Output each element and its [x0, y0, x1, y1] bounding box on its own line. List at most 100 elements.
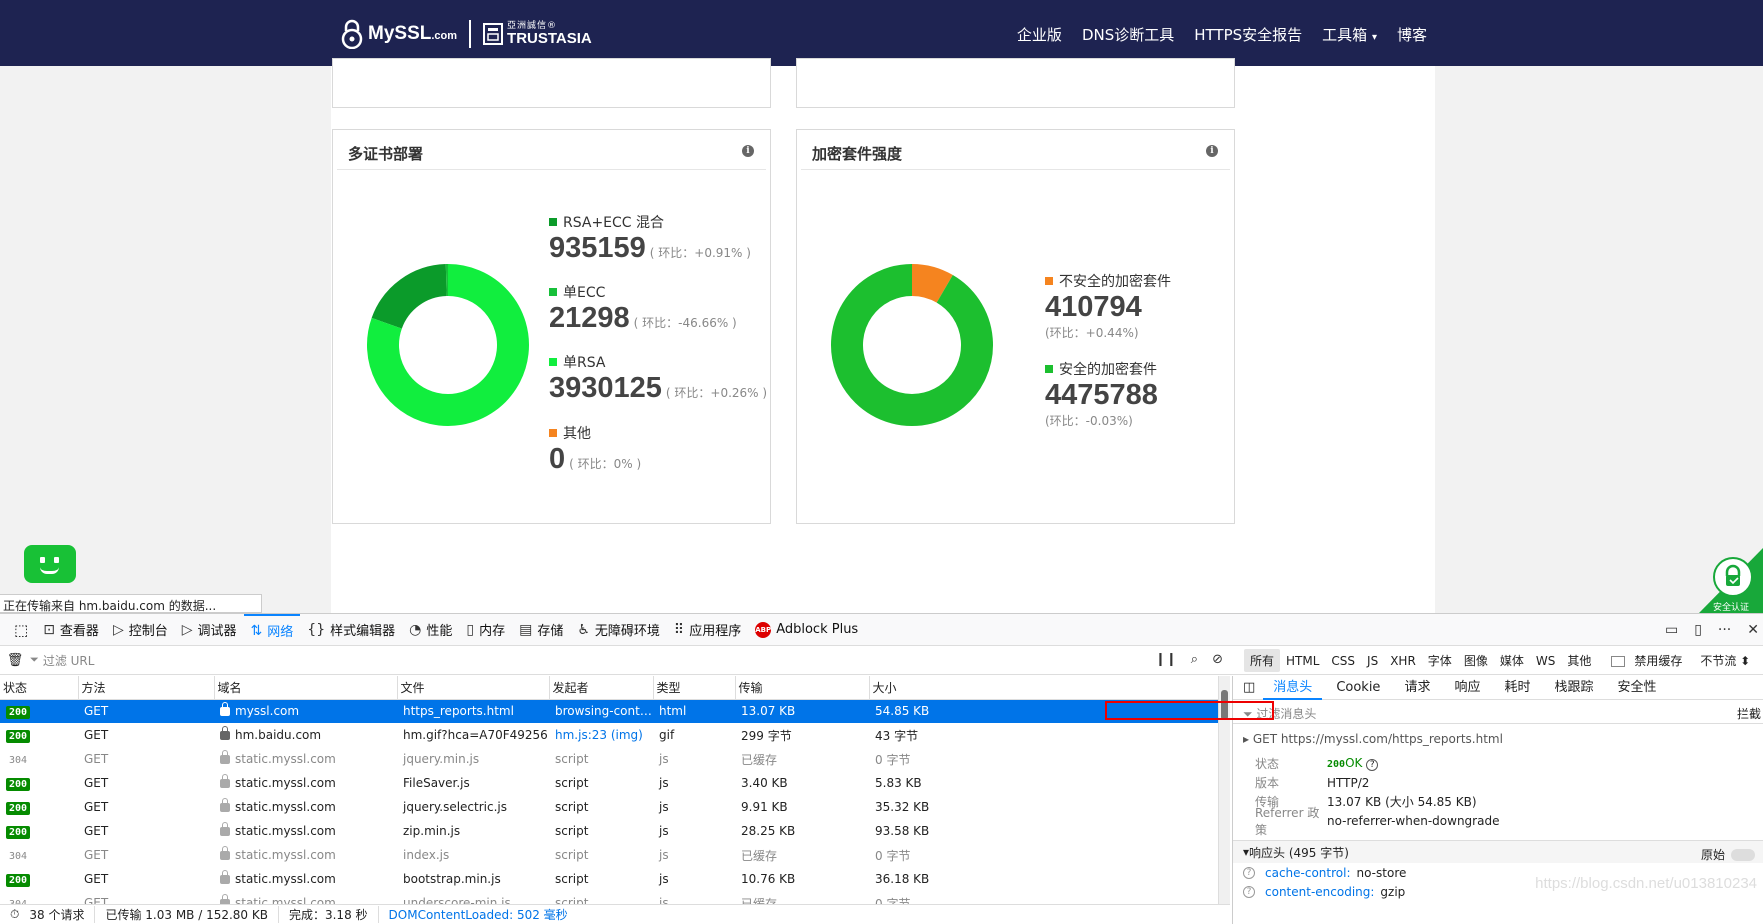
tab-accessibility[interactable]: ♿无障碍环境: [570, 614, 667, 646]
cell-initiator: script: [549, 867, 653, 891]
col-size[interactable]: 大小: [869, 676, 1218, 699]
cell-status: 304: [0, 891, 78, 904]
disable-cache-checkbox[interactable]: 禁用缓存: [1605, 649, 1694, 672]
filter-fonts[interactable]: 字体: [1422, 649, 1458, 672]
size: 54.85 KB: [875, 704, 929, 718]
block-button[interactable]: 拦截: [1737, 705, 1761, 722]
toggle-switch[interactable]: [1731, 849, 1755, 861]
tab-storage[interactable]: ▤存储: [512, 614, 570, 646]
nav-toolbox[interactable]: 工具箱 ▾: [1322, 24, 1377, 45]
col-initiator[interactable]: 发起者: [549, 676, 653, 699]
tab-performance[interactable]: ◔性能: [402, 614, 459, 646]
url-filter-input[interactable]: 过滤 URL: [43, 652, 1143, 669]
info-icon[interactable]: i: [742, 145, 754, 157]
nav-dns-tool[interactable]: DNS诊断工具: [1082, 24, 1174, 45]
search-icon[interactable]: ⌕: [1191, 652, 1198, 667]
col-file[interactable]: 文件: [397, 676, 549, 699]
nav-enterprise[interactable]: 企业版: [1017, 24, 1062, 45]
tab-memory[interactable]: ▯内存: [459, 614, 512, 646]
close-icon[interactable]: ✕: [1747, 622, 1759, 638]
network-icon: ⇅: [251, 623, 263, 639]
element-picker-icon[interactable]: ⬚: [6, 614, 36, 646]
filter-xhr[interactable]: XHR: [1384, 651, 1422, 671]
metric-value: 935159: [549, 232, 646, 264]
file: jquery.min.js: [403, 752, 479, 766]
chat-widget-button[interactable]: [24, 545, 76, 583]
col-transferred[interactable]: 传输: [735, 676, 869, 699]
metric-value: 0: [549, 443, 565, 475]
raw-toggle[interactable]: 原始: [1701, 846, 1755, 863]
filter-css[interactable]: CSS: [1325, 651, 1361, 671]
col-method[interactable]: 方法: [78, 676, 214, 699]
nav-https-report[interactable]: HTTPS安全报告: [1194, 24, 1302, 45]
request-line[interactable]: ▸ GET https://myssl.com/https_reports.ht…: [1233, 724, 1763, 754]
size: 5.83 KB: [875, 776, 922, 790]
tab-headers[interactable]: 消息头: [1263, 676, 1322, 700]
responsive-design-icon[interactable]: ▯: [1694, 622, 1702, 638]
domain: hm.baidu.com: [235, 728, 321, 742]
tab-inspector[interactable]: ⊡查看器: [36, 614, 106, 646]
nav-blog[interactable]: 博客: [1397, 24, 1427, 45]
col-domain[interactable]: 域名: [214, 676, 397, 699]
tab-label: Adblock Plus: [776, 622, 858, 637]
memory-icon: ▯: [466, 622, 474, 638]
response-headers-section[interactable]: ▾ 响应头 (495 字节) 原始: [1233, 840, 1763, 863]
tab-application[interactable]: ⠿应用程序: [667, 614, 748, 646]
dock-icon[interactable]: ▭: [1665, 622, 1678, 638]
myssl-logo[interactable]: MySSL.com 亞洲誠信® TRUSTASIA: [340, 18, 592, 50]
lock-icon: [220, 875, 230, 884]
cell-method: GET: [78, 747, 214, 771]
tab-debugger[interactable]: ▷调试器: [175, 614, 244, 646]
transferred-total: 已传输 1.03 MB / 152.80 KB: [105, 906, 279, 923]
type: js: [659, 776, 669, 790]
block-icon[interactable]: ⊘: [1212, 652, 1223, 667]
filter-images[interactable]: 图像: [1458, 649, 1494, 672]
info-icon[interactable]: i: [1206, 145, 1218, 157]
legend-label: 单RSA: [563, 355, 605, 371]
col-type[interactable]: 类型: [653, 676, 735, 699]
filter-html[interactable]: HTML: [1280, 651, 1325, 671]
type: gif: [659, 728, 674, 742]
tab-response[interactable]: 响应: [1444, 676, 1490, 700]
cell-size: 0 字节: [869, 891, 1218, 904]
tab-cookies[interactable]: Cookie: [1326, 676, 1390, 700]
headers-filter-input[interactable]: ⏷ 过滤消息头 拦截: [1233, 700, 1763, 724]
metric-change: ( 环比：-46.66% ): [634, 316, 737, 330]
tab-console[interactable]: ▷控制台: [106, 614, 175, 646]
clear-trash-icon[interactable]: 🗑: [0, 653, 30, 668]
filter-all[interactable]: 所有: [1244, 649, 1280, 672]
help-icon[interactable]: ?: [1366, 759, 1378, 771]
tab-request[interactable]: 请求: [1394, 676, 1440, 700]
tab-network[interactable]: ⇅网络: [244, 614, 301, 646]
storage-icon: ▤: [519, 622, 532, 638]
help-icon[interactable]: ?: [1243, 886, 1255, 898]
filter-media[interactable]: 媒体: [1494, 649, 1530, 672]
pause-icon[interactable]: ❙❙: [1155, 652, 1177, 667]
tab-style-editor[interactable]: {}样式编辑器: [300, 614, 402, 646]
toggle-sidebar-icon[interactable]: ◫: [1239, 676, 1259, 700]
help-icon[interactable]: ?: [1243, 867, 1255, 879]
initiator[interactable]: hm.js:23 (img): [555, 728, 643, 742]
tab-timings[interactable]: 耗时: [1494, 676, 1540, 700]
col-status[interactable]: 状态: [0, 676, 78, 699]
filter-ws[interactable]: WS: [1530, 651, 1561, 671]
tab-stack-trace[interactable]: 栈跟踪: [1544, 676, 1603, 700]
filter-js[interactable]: JS: [1361, 651, 1384, 671]
status-text: OK: [1345, 756, 1362, 770]
more-options-icon[interactable]: ···: [1718, 622, 1731, 638]
security-badge-icon[interactable]: 安全认证: [1699, 548, 1763, 613]
filter-other[interactable]: 其他: [1561, 649, 1597, 672]
throttle-select[interactable]: 不节流 ⬍: [1694, 649, 1756, 672]
tab-security[interactable]: 安全性: [1608, 676, 1667, 700]
